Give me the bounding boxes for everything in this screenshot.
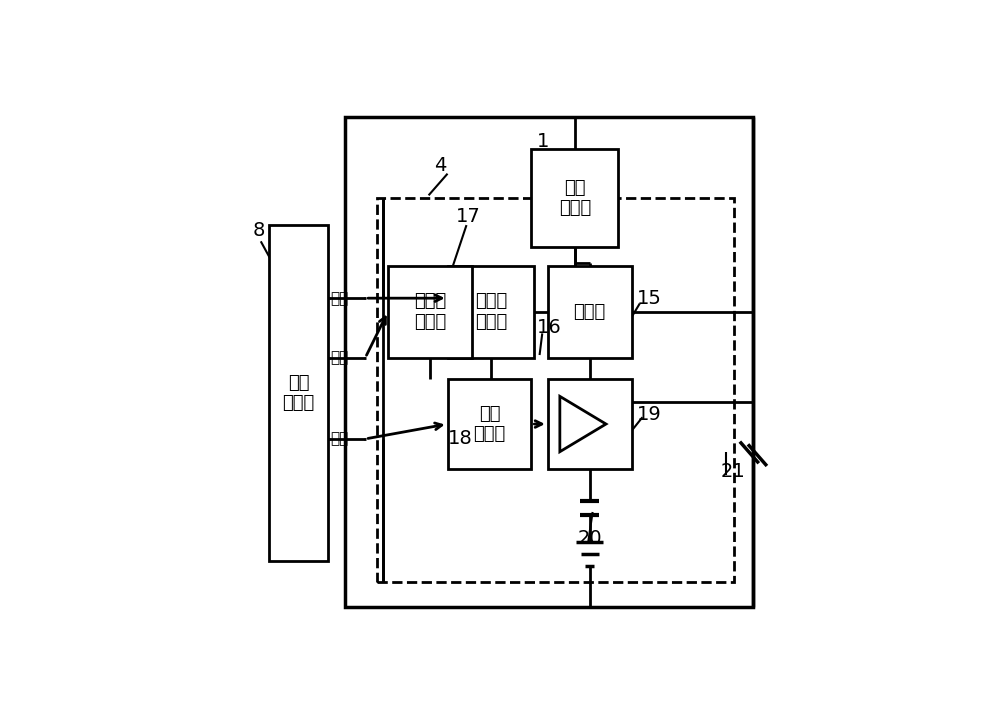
Bar (548, 266, 632, 358)
Text: 16: 16 (537, 318, 562, 337)
Text: 15: 15 (637, 289, 662, 308)
Text: 17: 17 (456, 207, 480, 226)
Text: 1: 1 (537, 131, 549, 150)
Text: 口四: 口四 (330, 350, 348, 366)
Text: 8: 8 (253, 221, 265, 240)
Text: 直流稳
压电源: 直流稳 压电源 (475, 292, 507, 331)
Text: 18: 18 (448, 430, 472, 449)
Text: 4: 4 (434, 156, 446, 175)
Text: 电抗器: 电抗器 (574, 303, 606, 321)
Text: 信号
处理器: 信号 处理器 (283, 373, 315, 412)
Text: 19: 19 (637, 405, 662, 424)
Text: 电流基
准电路: 电流基 准电路 (414, 292, 446, 331)
Bar (388, 266, 472, 358)
Bar (548, 380, 632, 469)
Text: 恒流
控制器: 恒流 控制器 (473, 405, 506, 444)
Text: 激光
发射器: 激光 发射器 (559, 179, 591, 217)
Text: 20: 20 (577, 529, 602, 548)
Text: 21: 21 (721, 462, 746, 481)
Bar (448, 380, 531, 469)
Bar (531, 149, 618, 247)
Text: 口三: 口三 (330, 290, 348, 306)
Bar (377, 198, 734, 582)
Bar (269, 225, 328, 561)
Bar (345, 117, 753, 607)
Bar (448, 266, 534, 358)
Text: 口五: 口五 (330, 432, 348, 446)
